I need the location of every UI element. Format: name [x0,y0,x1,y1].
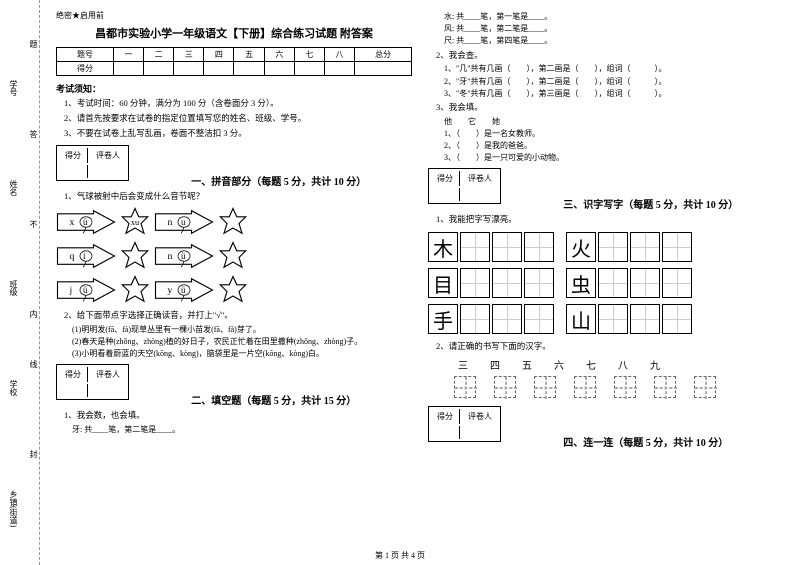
fill-blank-line: 尺: 共____笔，第四笔是____。 [444,35,784,46]
score-label: 得分 [431,409,460,424]
fill-blank-line: 风: 共____笔，第二笔是____。 [444,23,784,34]
sub-question: (2)春天是种(zhǒng、zhòng)植的好日子，农民正忙着在田里撒种(zhǒ… [72,336,412,347]
score-label: 得分 [59,148,88,163]
question-text: 3、我会填。 [436,101,784,114]
svg-text:n: n [168,217,173,228]
tianzige-row [454,376,784,398]
question-text: 2、给下面带点字选择正确读音，并打上"√"。 [64,309,412,322]
svg-text:ü: ü [181,251,186,261]
svg-text:xu: xu [131,218,139,227]
section-1-title: 一、拼音部分（每题 5 分，共计 10 分） [191,177,366,188]
question-text: 2、请正确的书写下面的汉字。 [436,340,784,353]
svg-text:ü: ü [83,217,88,227]
pinyin-diagram: xüxunuqinüjüyü [56,207,412,305]
score-label: 得分 [59,367,88,382]
page-footer: 第 1 页 共 4 页 [0,550,800,561]
question-text: 1、气球被射中后会变成什么音节呢？ [64,190,412,203]
section-3-title: 三、识字写字（每题 5 分，共计 10 分） [563,200,738,211]
sub-question: 3、"冬"共有几画（ ），第三画是（ ），组词（ ）。 [444,88,784,99]
notice-item: 3、不要在试卷上乱写乱画，卷面不整洁扣 3 分。 [64,127,412,140]
seal-char: 答 [28,130,39,138]
seal-char: 内 [28,310,39,318]
margin-school: 学校 [8,380,19,396]
seal-char: 题 [28,40,39,48]
grader-label: 评卷人 [462,171,498,186]
question-text: 2、我会查。 [436,49,784,62]
score-entry-box: 得分 评卷人 [56,145,129,181]
margin-id: 学号 [8,80,19,96]
question-text: 1、我会数，也会填。 [64,409,412,422]
svg-text:n: n [168,251,173,262]
fill-blank-line: 水: 共____笔，第一笔是____。 [444,11,784,22]
sub-question: (3)小明看着蔚蓝的天空(kōng、kòng)，脑袋里是一片空(kōng、kòn… [72,348,412,359]
score-table: 题号一二三四五六七八总分 得分 [56,47,412,76]
notice-item: 1、考试时间：60 分钟，满分为 100 分（含卷面分 3 分）。 [64,97,412,110]
svg-text:x: x [70,217,75,228]
sub-question: (1)明明发(fā、fà)现草丛里有一棵小苗发(fā、fà)芽了。 [72,324,412,335]
seal-char: 线 [28,360,39,368]
section-2-title: 二、填空题（每题 5 分，共计 15 分） [191,396,356,407]
character-grid: 木火目虫手山 [428,232,784,334]
svg-text:u: u [181,217,186,227]
section-4-title: 四、连一连（每题 5 分，共计 10 分） [563,438,728,449]
number-row: 三四五六七八九 [458,357,784,372]
question-text: 1、我能把字写漂亮。 [436,213,784,226]
seal-char: 不 [28,220,39,228]
svg-text:ü: ü [83,285,88,295]
svg-text:y: y [168,285,173,296]
exam-title: 昌都市实验小学一年级语文【下册】综合练习试题 附答案 [56,25,412,41]
sub-question: 1、"几"共有几画（ ），第二画是（ ），组词（ ）。 [444,63,784,74]
score-entry-box: 得分 评卷人 [56,364,129,400]
binding-margin: 乡镇(街道) 学校 班级 姓名 学号 封 线 内 不 答 题 [0,0,40,565]
sub-question: 2、（ ）是我的爸爸。 [444,140,784,151]
left-column: 绝密★启用前 昌都市实验小学一年级语文【下册】综合练习试题 附答案 题号一二三四… [48,10,420,555]
options-line: 他 它 她 [444,116,784,127]
score-entry-box: 得分 评卷人 [428,406,501,442]
svg-text:q: q [70,251,75,262]
sub-question: 2、"牙"共有几画（ ），第二画是（ ），组词（ ）。 [444,76,784,87]
svg-text:i: i [83,251,86,261]
sub-question: 3、（ ）是一只可爱的小动物。 [444,152,784,163]
grader-label: 评卷人 [462,409,498,424]
right-column: 水: 共____笔，第一笔是____。 风: 共____笔，第二笔是____。 … [420,10,792,555]
seal-char: 封 [28,450,39,458]
notice-heading: 考试须知： [56,82,412,95]
score-label: 得分 [431,171,460,186]
svg-text:j: j [69,285,73,296]
svg-text:ü: ü [181,285,186,295]
margin-class: 班级 [8,280,19,296]
fill-blank-line: 牙: 共____笔，第二笔是____。 [72,424,412,435]
page-content: 绝密★启用前 昌都市实验小学一年级语文【下册】综合练习试题 附答案 题号一二三四… [40,0,800,565]
grader-label: 评卷人 [90,367,126,382]
margin-township: 乡镇(街道) [8,490,19,527]
notice-item: 2、请首先按要求在试卷的指定位置填写您的姓名、班级、学号。 [64,112,412,125]
sub-question: 1、（ ）是一名女教师。 [444,128,784,139]
secret-label: 绝密★启用前 [56,10,412,21]
grader-label: 评卷人 [90,148,126,163]
score-entry-box: 得分 评卷人 [428,168,501,204]
margin-name: 姓名 [8,180,19,196]
